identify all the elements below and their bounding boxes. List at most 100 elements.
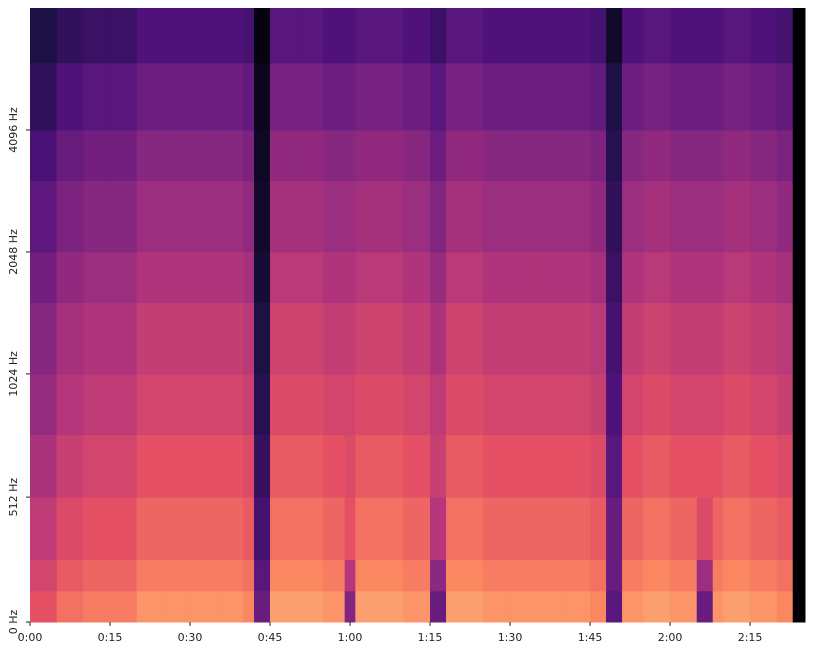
cell bbox=[323, 302, 346, 375]
cell bbox=[456, 434, 484, 498]
cell bbox=[323, 129, 346, 182]
cell bbox=[136, 129, 164, 182]
cell bbox=[776, 559, 794, 592]
cell bbox=[590, 302, 607, 375]
cell bbox=[163, 251, 191, 304]
cell bbox=[696, 8, 714, 64]
cell bbox=[430, 590, 447, 623]
cell bbox=[163, 434, 191, 498]
cell bbox=[163, 559, 191, 592]
cell bbox=[712, 180, 724, 253]
cell bbox=[563, 302, 591, 375]
cell bbox=[403, 62, 431, 131]
cell bbox=[355, 180, 378, 253]
cell bbox=[190, 62, 218, 131]
cell bbox=[510, 8, 538, 64]
cell bbox=[456, 180, 484, 253]
cell bbox=[510, 590, 538, 623]
cell bbox=[456, 62, 484, 131]
cell bbox=[590, 373, 607, 436]
cell bbox=[776, 497, 794, 561]
cell bbox=[606, 251, 623, 304]
cell bbox=[243, 373, 255, 436]
cell bbox=[792, 251, 806, 304]
cell bbox=[712, 129, 724, 182]
cell bbox=[110, 129, 138, 182]
cell bbox=[270, 8, 298, 64]
cell bbox=[430, 559, 447, 592]
cell bbox=[190, 373, 218, 436]
cell bbox=[344, 8, 356, 64]
cell bbox=[216, 129, 244, 182]
cell bbox=[243, 251, 255, 304]
cell bbox=[750, 129, 778, 182]
cell bbox=[723, 590, 751, 623]
cell bbox=[254, 62, 271, 131]
cell bbox=[344, 62, 356, 131]
cell bbox=[670, 8, 698, 64]
cell bbox=[430, 497, 447, 561]
cell bbox=[376, 434, 404, 498]
cell bbox=[216, 180, 244, 253]
cell bbox=[216, 8, 244, 64]
cell bbox=[776, 434, 794, 498]
cell bbox=[83, 497, 111, 561]
cell bbox=[536, 251, 564, 304]
cell bbox=[163, 129, 191, 182]
cell bbox=[446, 251, 458, 304]
cell bbox=[696, 434, 714, 498]
cell bbox=[622, 251, 644, 304]
cell bbox=[723, 129, 751, 182]
cell bbox=[56, 373, 84, 436]
cell bbox=[403, 434, 431, 498]
cell bbox=[83, 251, 111, 304]
cell bbox=[403, 590, 431, 623]
cell bbox=[792, 129, 806, 182]
cell bbox=[456, 8, 484, 64]
cell bbox=[536, 590, 564, 623]
cell bbox=[243, 129, 255, 182]
cell bbox=[243, 302, 255, 375]
cell bbox=[56, 129, 84, 182]
cell bbox=[110, 62, 138, 131]
cell bbox=[723, 497, 751, 561]
cell bbox=[190, 129, 218, 182]
cell bbox=[430, 180, 447, 253]
cell bbox=[712, 497, 724, 561]
cell bbox=[712, 559, 724, 592]
cell bbox=[446, 373, 458, 436]
cell bbox=[750, 497, 778, 561]
cell bbox=[163, 497, 191, 561]
x-tick-label: 1:15 bbox=[418, 631, 443, 644]
cell bbox=[792, 434, 806, 498]
cell bbox=[323, 373, 346, 436]
cell bbox=[670, 559, 698, 592]
cell bbox=[670, 497, 698, 561]
cell bbox=[344, 373, 356, 436]
cell bbox=[606, 497, 623, 561]
cell bbox=[563, 559, 591, 592]
y-tick-label: 4096 Hz bbox=[7, 107, 20, 153]
y-tick-label: 512 Hz bbox=[7, 478, 20, 517]
cell bbox=[254, 590, 271, 623]
cell bbox=[723, 8, 751, 64]
cell bbox=[750, 251, 778, 304]
cell bbox=[83, 129, 111, 182]
cell bbox=[30, 180, 58, 253]
cell bbox=[776, 180, 794, 253]
cell bbox=[590, 559, 607, 592]
cell bbox=[723, 559, 751, 592]
cell bbox=[712, 590, 724, 623]
cell bbox=[536, 434, 564, 498]
cell bbox=[643, 590, 671, 623]
cell bbox=[483, 129, 511, 182]
cell bbox=[243, 497, 255, 561]
cell bbox=[510, 180, 538, 253]
cell bbox=[590, 129, 607, 182]
cell bbox=[622, 497, 644, 561]
cell bbox=[323, 251, 346, 304]
cell bbox=[83, 302, 111, 375]
cell bbox=[456, 129, 484, 182]
cell bbox=[776, 8, 794, 64]
cell bbox=[56, 559, 84, 592]
